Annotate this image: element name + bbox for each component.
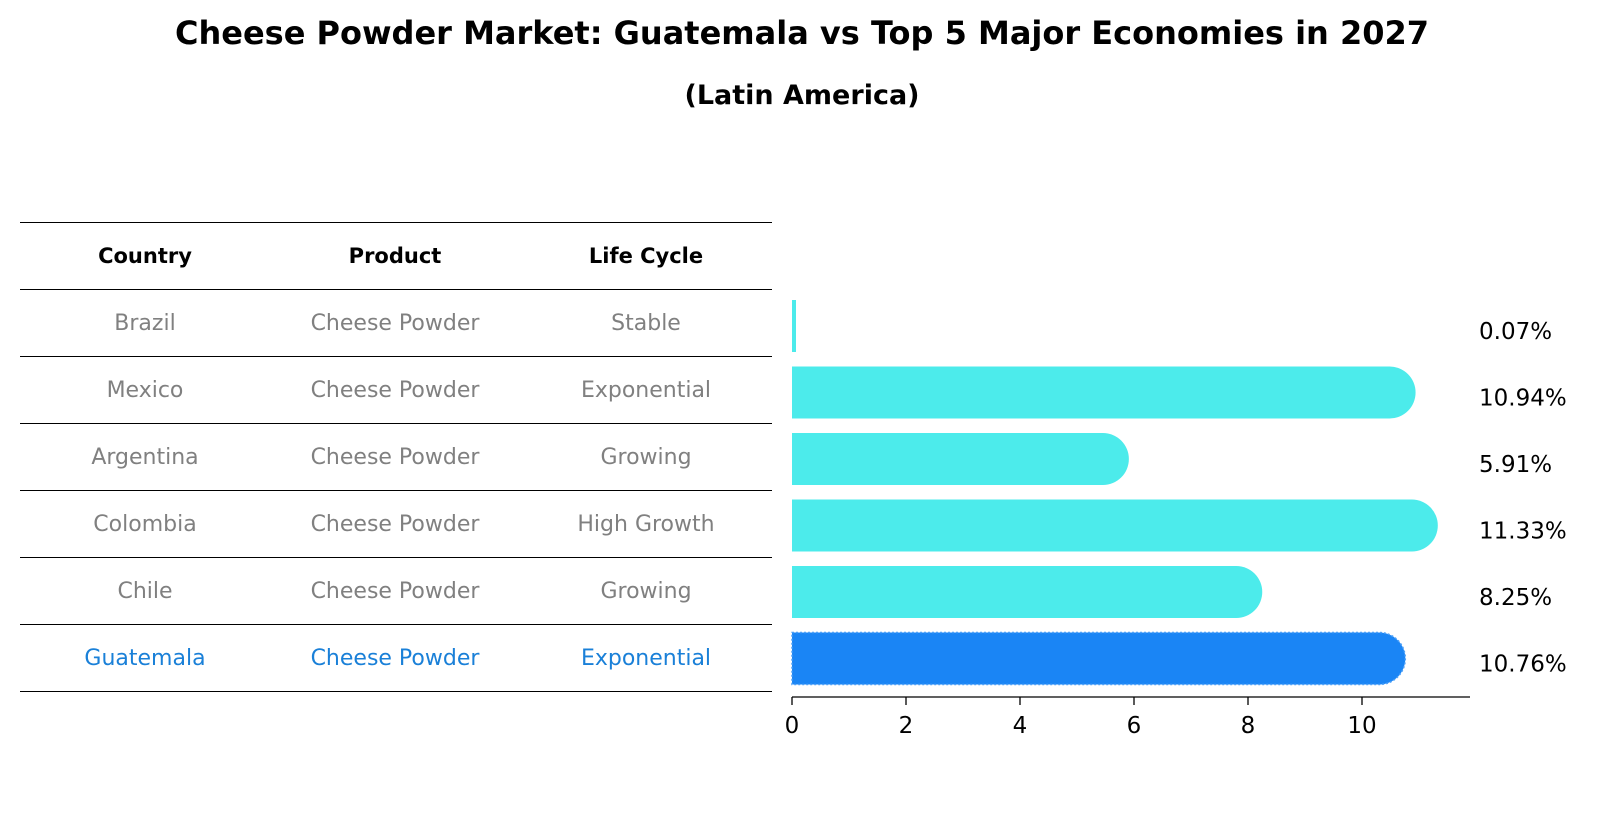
life-cycle-cell: Growing bbox=[600, 444, 692, 470]
product-cell: Cheese Powder bbox=[310, 377, 480, 403]
x-tick-label-0: 0 bbox=[785, 713, 800, 739]
life-cycle-cell: Exponential bbox=[580, 377, 712, 403]
product-cell: Cheese Powder bbox=[310, 645, 480, 671]
product-cell: Cheese Powder bbox=[310, 444, 480, 470]
country-cell: Argentina bbox=[91, 444, 199, 470]
bar-argentina bbox=[792, 433, 1129, 485]
value-label-mexico: 10.94% bbox=[1479, 386, 1567, 412]
table-row: Brazil Cheese Powder Stable bbox=[20, 289, 772, 356]
x-tick-label-2: 2 bbox=[899, 713, 914, 739]
value-label-argentina: 5.91% bbox=[1479, 452, 1552, 478]
value-label-chile: 8.25% bbox=[1479, 585, 1552, 611]
life-cycle-cell: Exponential bbox=[580, 645, 712, 671]
life-cycle-cell: Stable bbox=[611, 310, 681, 336]
column-header-life-cycle: Life Cycle bbox=[588, 244, 704, 268]
column-header-product: Product bbox=[348, 244, 442, 268]
country-cell: Mexico bbox=[106, 377, 184, 403]
table-row: Colombia Cheese Powder High Growth bbox=[20, 490, 772, 557]
data-table: Country Product Life Cycle Brazil Cheese… bbox=[20, 222, 772, 692]
bar-chile bbox=[792, 566, 1263, 618]
country-cell: Chile bbox=[117, 578, 173, 604]
bar-colombia bbox=[792, 499, 1438, 552]
table-row-highlighted: Guatemala Cheese Powder Exponential bbox=[20, 624, 772, 692]
x-tick-label-6: 6 bbox=[1127, 713, 1142, 739]
value-label-brazil: 0.07% bbox=[1479, 319, 1552, 345]
table-header-row: Country Product Life Cycle bbox=[20, 222, 772, 289]
bar-mexico bbox=[792, 366, 1416, 419]
table-row: Mexico Cheese Powder Exponential bbox=[20, 356, 772, 423]
country-cell: Guatemala bbox=[84, 645, 206, 671]
table-row: Argentina Cheese Powder Growing bbox=[20, 423, 772, 490]
bar-brazil bbox=[792, 300, 796, 352]
country-cell: Colombia bbox=[93, 511, 197, 537]
chart-subtitle: (Latin America) bbox=[684, 80, 920, 111]
product-cell: Cheese Powder bbox=[310, 578, 480, 604]
product-cell: Cheese Powder bbox=[310, 310, 480, 336]
x-tick-label-10: 10 bbox=[1347, 713, 1376, 739]
bar-guatemala bbox=[791, 631, 1407, 686]
product-cell: Cheese Powder bbox=[310, 511, 480, 537]
chart-title: Cheese Powder Market: Guatemala vs Top 5… bbox=[174, 14, 1430, 52]
value-label-colombia: 11.33% bbox=[1479, 519, 1567, 545]
life-cycle-cell: Growing bbox=[600, 578, 692, 604]
column-header-country: Country bbox=[98, 244, 192, 268]
life-cycle-cell: High Growth bbox=[577, 511, 715, 537]
x-tick-label-4: 4 bbox=[1013, 713, 1028, 739]
table-row: Chile Cheese Powder Growing bbox=[20, 557, 772, 624]
x-tick-label-8: 8 bbox=[1241, 713, 1256, 739]
country-cell: Brazil bbox=[114, 310, 176, 336]
value-label-guatemala: 10.76% bbox=[1479, 652, 1567, 678]
